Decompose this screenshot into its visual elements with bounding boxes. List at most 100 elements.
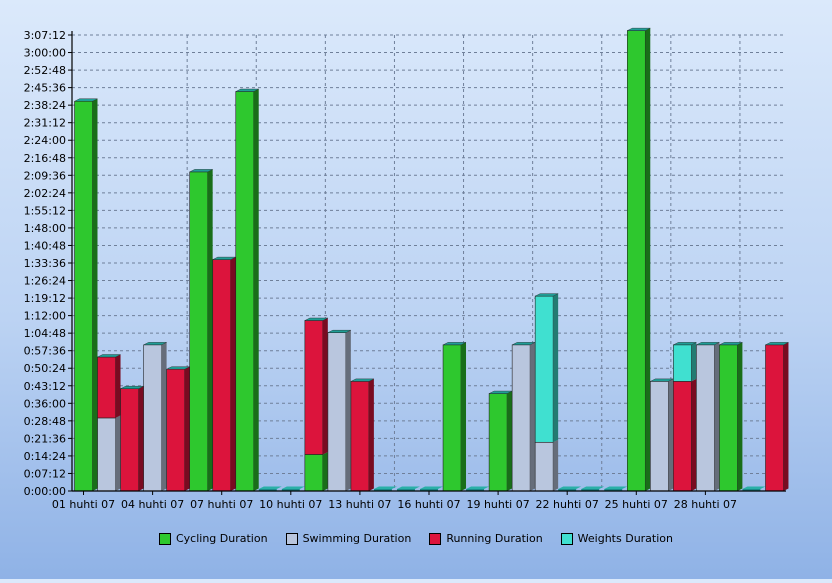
bar-cycling-25 (627, 30, 646, 492)
bar-zero-23 (581, 489, 600, 491)
x-tick-label: 07 huhti 07 (190, 498, 253, 511)
bar-side-cycling-25 (645, 28, 651, 491)
bar-side-running-5 (184, 366, 190, 491)
legend-swatch-running (429, 532, 442, 545)
legend-item-cycling: Cycling Duration (158, 532, 268, 545)
bar-zero-24 (604, 489, 623, 491)
bar-swimming-12 (327, 332, 347, 492)
bar-side-cycling-8 (253, 89, 259, 491)
bar-zero-14 (373, 489, 392, 491)
legend-item-weights: Weights Duration (560, 532, 673, 545)
y-tick-label: 1:04:48 (24, 327, 66, 340)
bar-side-cycling-19 (507, 391, 513, 491)
y-tick-label: 2:52:48 (24, 64, 66, 77)
y-tick-label: 2:31:12 (24, 117, 66, 130)
legend: Cycling Duration Swimming Duration Runni… (0, 532, 832, 545)
y-tick-label: 1:26:24 (24, 275, 66, 288)
bar-running-27 (673, 381, 692, 492)
bar-zero-22 (558, 489, 577, 491)
bar-running-7 (212, 259, 231, 492)
bar-top-12 (327, 329, 351, 333)
y-tick-label: 1:33:36 (24, 257, 66, 270)
bar-zero-top-23 (581, 486, 605, 489)
bar-side-swimming-2 (115, 415, 121, 491)
bar-side-weights-27 (691, 342, 697, 382)
bar-cycling-1 (74, 100, 93, 492)
bar-zero-18 (466, 489, 485, 491)
y-tick-label: 0:43:12 (24, 380, 66, 393)
bar-top-29 (719, 342, 743, 346)
bar-cycling-29 (719, 344, 738, 492)
bar-side-running-31 (783, 342, 789, 491)
x-tick-label: 28 huhti 07 (674, 498, 737, 511)
bar-side-cycling-29 (737, 342, 743, 491)
bar-top-6 (189, 169, 213, 173)
y-tick-label: 3:07:12 (24, 29, 66, 42)
y-tick-label: 2:38:24 (24, 99, 66, 112)
bar-zero-top-18 (466, 486, 490, 489)
y-tick-label: 0:14:24 (24, 450, 66, 463)
bar-side-running-3 (138, 386, 144, 491)
bar-side-cycling-6 (207, 169, 213, 491)
bar-zero-top-16 (420, 486, 443, 489)
bar-zero-top-30 (742, 486, 766, 489)
legend-swatch-cycling (158, 532, 171, 545)
y-tick-label: 1:19:12 (24, 292, 66, 305)
x-tick-label: 19 huhti 07 (466, 498, 529, 511)
y-tick-label: 2:16:48 (24, 152, 66, 165)
x-tick-label: 10 huhti 07 (259, 498, 322, 511)
x-tick-label: 22 huhti 07 (536, 498, 599, 511)
bar-running-5 (166, 368, 185, 492)
legend-label-running: Running Duration (446, 532, 543, 545)
bar-top-11 (304, 317, 328, 321)
bar-running-2 (97, 356, 116, 419)
bar-side-running-2 (115, 354, 121, 418)
bar-top-27 (673, 342, 697, 346)
legend-swatch-swimming (285, 532, 298, 545)
bar-top-28 (696, 342, 720, 346)
y-tick-label: 0:21:36 (24, 432, 66, 445)
bar-top-1 (74, 98, 98, 102)
legend-label-swimming: Swimming Duration (302, 532, 412, 545)
x-tick-label: 25 huhti 07 (605, 498, 668, 511)
bar-top-4 (143, 342, 167, 346)
bar-top-13 (350, 378, 374, 382)
x-tick-label: 16 huhti 07 (397, 498, 460, 511)
y-tick-label: 0:28:48 (24, 415, 66, 428)
x-tick-label: 04 huhti 07 (121, 498, 184, 511)
y-tick-label: 2:02:24 (24, 187, 66, 200)
bar-running-13 (350, 381, 370, 492)
bar-top-8 (235, 88, 259, 92)
bar-zero-top-9 (258, 486, 282, 489)
bar-zero-10 (281, 489, 300, 491)
bar-zero-16 (420, 489, 438, 491)
y-tick-label: 0:36:00 (24, 397, 66, 410)
bar-cycling-11 (304, 454, 324, 492)
bar-weights-21 (534, 295, 554, 443)
bar-zero-top-24 (604, 486, 628, 489)
x-tick-label: 01 huhti 07 (52, 498, 115, 511)
bar-zero-30 (742, 489, 761, 491)
bar-side-weights-21 (553, 293, 559, 443)
bar-top-25 (627, 27, 651, 31)
bar-swimming-21 (534, 441, 554, 492)
y-tick-label: 3:00:00 (24, 47, 66, 60)
y-tick-label: 2:45:36 (24, 82, 66, 95)
y-tick-label: 1:48:00 (24, 222, 66, 235)
legend-label-cycling: Cycling Duration (175, 532, 268, 545)
bar-side-running-11 (322, 317, 328, 455)
bar-zero-top-10 (281, 486, 305, 489)
legend-label-weights: Weights Duration (577, 532, 673, 545)
y-tick-label: 0:07:12 (24, 467, 66, 480)
bar-top-31 (765, 342, 789, 346)
bar-zero-top-15 (396, 486, 420, 489)
bar-swimming-26 (650, 381, 669, 492)
bar-side-swimming-20 (530, 342, 536, 491)
bar-swimming-2 (97, 417, 116, 492)
bar-weights-27 (673, 344, 692, 382)
bar-side-running-27 (691, 378, 697, 491)
bar-cycling-8 (235, 91, 255, 492)
legend-item-swimming: Swimming Duration (285, 532, 412, 545)
